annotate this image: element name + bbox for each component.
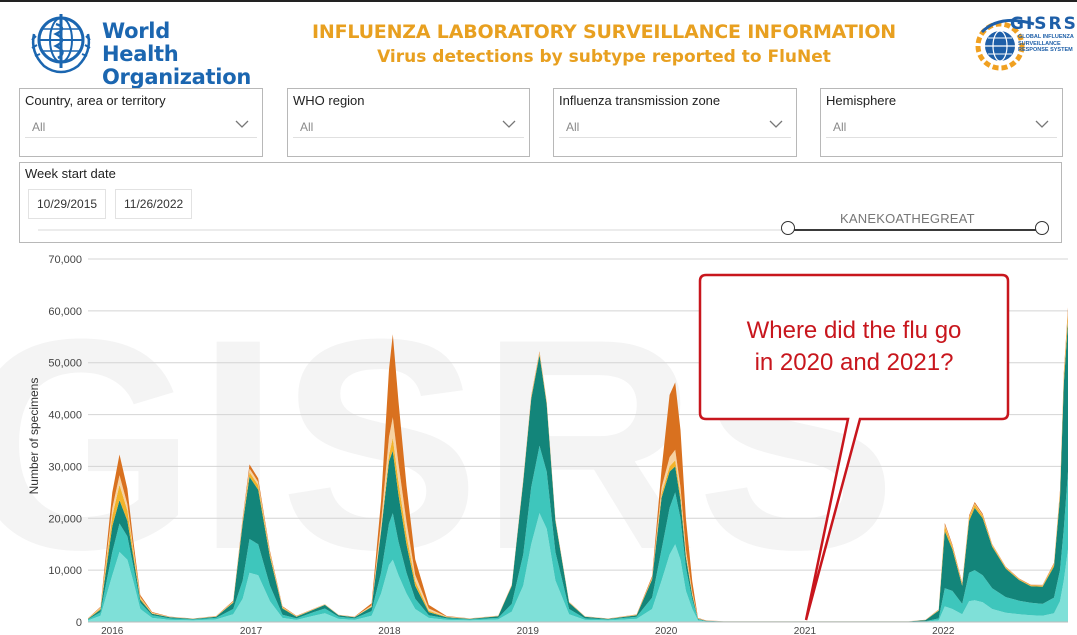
y-tick-label: 40,000 (48, 410, 82, 422)
chevron-down-icon (235, 120, 249, 128)
y-tick-label: 10,000 (48, 565, 82, 577)
date-slider-end-handle[interactable] (1035, 221, 1049, 235)
filter-country-value: All (32, 120, 46, 134)
who-name-line1: World Health (102, 19, 179, 66)
series-area-1 (88, 513, 1068, 622)
who-name-line2: Organization (102, 65, 251, 89)
chevron-down-icon (769, 120, 783, 128)
y-axis-label: Number of specimens (27, 378, 41, 495)
filter-who-region[interactable]: WHO region All (287, 88, 530, 157)
gisrs-logo: GISRS GLOBAL INFLUENZA SURVEILLANCE RESP… (974, 10, 1077, 80)
y-tick-label: 50,000 (48, 358, 82, 370)
gisrs-sub3: RESPONSE SYSTEM (1018, 47, 1073, 53)
filter-country-dropdown[interactable]: All (25, 115, 257, 138)
who-emblem-icon (31, 14, 91, 74)
filter-who-region-label: WHO region (293, 93, 365, 108)
filter-hemisphere-value: All (833, 120, 847, 134)
filter-transmission-zone-value: All (566, 120, 580, 134)
y-tick-label: 60,000 (48, 306, 82, 318)
gisrs-sub1: GLOBAL INFLUENZA (1018, 34, 1074, 40)
filter-hemisphere-label: Hemisphere (826, 93, 897, 108)
x-year-labels: 2016 2017 2018 2019 2020 2021 2022 (101, 626, 955, 635)
x-year-label: 2016 (101, 626, 124, 635)
x-year-label: 2022 (932, 626, 955, 635)
date-slider-start-handle[interactable] (781, 221, 795, 235)
gisrs-globe-icon (975, 18, 1035, 71)
y-tick-label: 30,000 (48, 461, 82, 473)
filter-who-region-value: All (300, 120, 314, 134)
chevron-down-icon (502, 120, 516, 128)
filter-country-label: Country, area or territory (25, 93, 166, 108)
filter-transmission-zone-dropdown[interactable]: All (559, 115, 791, 138)
top-border (0, 0, 1077, 2)
gisrs-sub2: SURVEILLANCE (1018, 40, 1061, 47)
filter-transmission-zone[interactable]: Influenza transmission zone All (553, 88, 797, 157)
callout-line1: Where did the flu go (747, 317, 962, 344)
filter-hemisphere-dropdown[interactable]: All (826, 115, 1057, 138)
overlay-watermark-text: KANEKOATHEGREAT (840, 211, 975, 226)
end-date-input[interactable]: 11/26/2022 (115, 189, 193, 219)
start-date-input[interactable]: 10/29/2015 (28, 189, 107, 219)
gisrs-text: GISRS (1010, 14, 1077, 34)
date-range-filter: Week start date 10/29/2015 11/26/2022 KA… (19, 162, 1062, 243)
x-year-label: 2017 (240, 626, 263, 635)
y-tick-label: 0 (76, 617, 82, 629)
filter-country[interactable]: Country, area or territory All (19, 88, 263, 157)
callout-bubble (698, 273, 1010, 621)
x-year-label: 2019 (517, 626, 540, 635)
x-year-label: 2018 (378, 626, 401, 635)
filter-hemisphere[interactable]: Hemisphere All (820, 88, 1063, 157)
x-year-label: 2020 (655, 626, 678, 635)
date-slider-track[interactable] (38, 229, 788, 231)
who-logo: World Health Organization (26, 10, 251, 89)
stacked-areas (88, 307, 1068, 623)
date-slider-range[interactable] (789, 229, 1042, 231)
virus-detections-chart: GISRS 010,00020,00030,00040,00050,00060,… (0, 254, 1068, 635)
filter-who-region-dropdown[interactable]: All (293, 115, 524, 138)
annotation-callout: Where did the flu go in 2020 and 2021? (698, 273, 1010, 621)
y-tick-labels: 0 10,000 20,000 30,000 40,000 50,000 60,000 70,… (48, 254, 82, 629)
filter-transmission-zone-label: Influenza transmission zone (559, 93, 721, 108)
y-tick-label: 70,000 (48, 254, 82, 266)
chevron-down-icon (1035, 120, 1049, 128)
page-title: INFLUENZA LABORATORY SURVEILLANCE INFORM… (312, 21, 896, 43)
page-subtitle: Virus detections by subtype reported to … (377, 47, 831, 67)
callout-line2: in 2020 and 2021? (755, 349, 954, 376)
x-year-label: 2021 (794, 626, 817, 635)
date-range-label: Week start date (25, 166, 116, 181)
y-tick-label: 20,000 (48, 513, 82, 525)
